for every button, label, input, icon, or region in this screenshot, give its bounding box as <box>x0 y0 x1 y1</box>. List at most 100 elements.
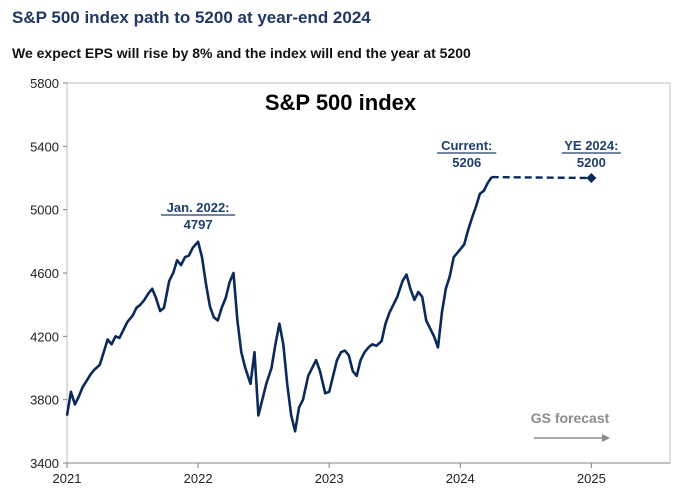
y-tick-label: 5400 <box>30 139 59 154</box>
forecast-label-group: GS forecast <box>531 410 610 442</box>
data-point <box>437 346 439 349</box>
data-point <box>172 272 174 274</box>
data-point <box>294 430 296 432</box>
data-point <box>290 414 292 417</box>
data-point <box>163 307 165 309</box>
data-point <box>93 368 96 371</box>
data-point <box>396 296 398 298</box>
data-point <box>319 370 321 372</box>
x-tick-label: 2023 <box>315 471 344 486</box>
data-point <box>463 243 465 246</box>
y-tick-label: 3400 <box>30 456 59 471</box>
data-point <box>176 259 178 261</box>
data-point <box>471 216 473 219</box>
forecast-end-marker <box>586 173 597 183</box>
data-point <box>205 283 207 285</box>
annotation-value: 5200 <box>577 155 606 170</box>
data-point <box>135 307 138 309</box>
x-tick-label: 2024 <box>446 471 475 486</box>
data-point <box>240 351 242 353</box>
data-point <box>131 315 134 317</box>
data-point <box>78 395 80 398</box>
data-point <box>483 190 485 192</box>
index-line <box>65 176 493 433</box>
data-point <box>332 375 334 377</box>
data-point <box>392 304 395 306</box>
data-point <box>298 406 300 409</box>
data-point <box>180 264 182 266</box>
data-point <box>159 310 161 312</box>
data-point <box>253 351 256 353</box>
data-point <box>114 335 117 337</box>
data-point <box>126 321 128 323</box>
data-point <box>336 359 338 361</box>
data-point <box>213 316 215 318</box>
annotation-label: Current: <box>441 138 492 153</box>
data-point <box>405 273 408 276</box>
data-point <box>278 323 280 325</box>
annotation-label: Jan. 2022: <box>167 200 230 215</box>
data-point <box>475 205 477 208</box>
y-tick-label: 4200 <box>30 329 59 344</box>
data-point <box>274 343 277 345</box>
data-point <box>66 414 68 417</box>
plot-title: S&P 500 index <box>265 90 417 115</box>
data-point <box>421 296 423 298</box>
data-point <box>244 367 246 369</box>
data-point <box>99 364 101 366</box>
data-point <box>491 176 493 178</box>
data-point <box>340 351 342 353</box>
data-point <box>118 337 121 339</box>
data-point <box>270 367 273 369</box>
data-point <box>441 311 443 314</box>
annotation-value: 4797 <box>184 217 213 232</box>
data-point <box>328 391 330 393</box>
y-tick-label: 4600 <box>30 266 59 281</box>
data-point <box>302 399 304 401</box>
data-point <box>228 281 231 284</box>
data-point <box>89 373 92 375</box>
data-point <box>139 304 142 306</box>
chart-subtitle: We expect EPS will rise by 8% and the in… <box>12 45 471 61</box>
data-point <box>286 383 288 385</box>
data-point <box>388 311 391 314</box>
data-point <box>143 299 145 301</box>
y-tick-label: 5800 <box>30 76 59 91</box>
data-point <box>429 327 431 330</box>
data-point <box>348 354 350 356</box>
data-point <box>86 380 88 382</box>
data-point <box>381 340 383 342</box>
data-point <box>261 399 263 401</box>
forecast-line <box>491 175 592 180</box>
data-point <box>449 275 451 277</box>
data-point <box>232 272 235 274</box>
y-tick-label: 3800 <box>30 393 59 408</box>
data-point <box>487 182 489 184</box>
data-point <box>459 248 461 250</box>
data-point <box>425 319 427 322</box>
chart-title-header: S&P 500 index path to 5200 at year-end 2… <box>12 8 371 27</box>
forecast-label: GS forecast <box>531 410 610 426</box>
data-point <box>151 288 153 290</box>
data-point <box>192 247 194 249</box>
data-point <box>324 392 326 394</box>
data-point <box>363 351 366 353</box>
data-point <box>70 391 72 393</box>
x-axis: 2021 2022 2023 2024 2025 <box>53 462 670 486</box>
data-point <box>265 383 267 385</box>
annotation-layer: Jan. 2022: 4797 Current: 5206 YE 2024: 5200 <box>161 138 621 232</box>
data-point <box>122 329 124 331</box>
data-point <box>311 367 313 369</box>
data-point <box>110 343 113 345</box>
data-point <box>360 359 362 361</box>
data-point <box>197 241 199 243</box>
data-point <box>384 323 387 325</box>
data-point <box>201 256 203 258</box>
data-point <box>225 297 227 299</box>
data-point <box>409 288 412 290</box>
data-point <box>356 375 358 377</box>
data-point <box>168 280 170 282</box>
data-point <box>257 414 259 417</box>
data-point <box>209 305 211 307</box>
data-point <box>74 403 76 406</box>
